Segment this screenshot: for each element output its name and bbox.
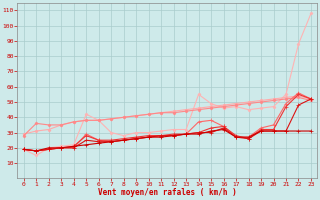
X-axis label: Vent moyen/en rafales ( km/h ): Vent moyen/en rafales ( km/h ) bbox=[98, 188, 237, 197]
